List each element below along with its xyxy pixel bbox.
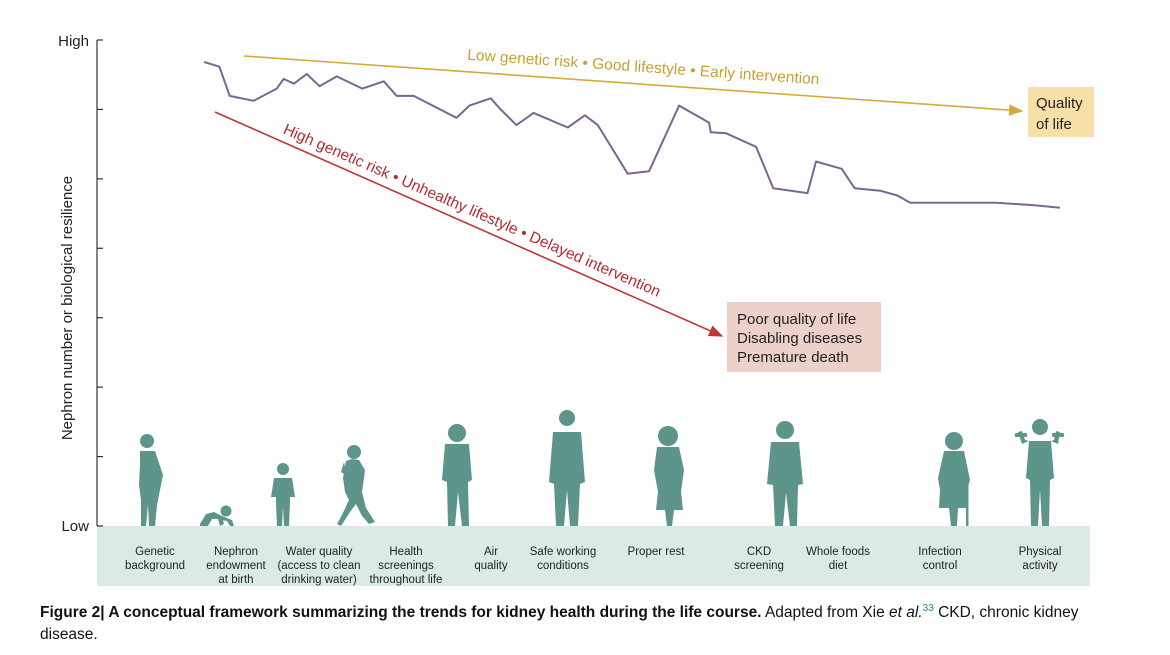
y-axis-ticks	[97, 39, 103, 527]
caption-title: Figure 2| A conceptual framework summari…	[40, 604, 762, 622]
category-label-nephron: at birth	[218, 574, 253, 586]
category-label-genetic: Genetic	[135, 546, 175, 558]
y-axis-high-label: High	[58, 33, 89, 50]
adult-man-icon	[767, 421, 803, 526]
y-axis-label: Nephron number or biological resilience	[59, 176, 76, 440]
category-label-working: Safe working	[530, 546, 596, 558]
poor-outcome-line-3: Premature death	[737, 349, 849, 366]
man-standing-icon	[549, 410, 585, 526]
bad-path-arrow	[214, 111, 724, 337]
category-label-diet: Whole foods	[806, 546, 870, 558]
elderly-woman-with-cane-icon	[938, 432, 970, 526]
good-path-arrow	[243, 55, 1024, 116]
caption-reference[interactable]: 33	[922, 603, 934, 614]
bad-path-label: High genetic risk • Unhealthy lifestyle …	[281, 121, 663, 301]
category-label-screenings: throughout life	[370, 574, 443, 586]
poor-outcome-line-2: Disabling diseases	[737, 330, 862, 347]
y-axis-low-label: Low	[61, 518, 89, 535]
good-path-label: Low genetic risk • Good lifestyle • Earl…	[467, 47, 820, 89]
category-label-infection: Infection	[918, 546, 961, 558]
category-label-ckd: screening	[734, 560, 784, 572]
category-label-screenings: Health	[389, 546, 422, 558]
poor-outcome-box	[727, 302, 881, 372]
caption-source: Adapted from Xie	[761, 604, 890, 622]
figure-caption: Figure 2| A conceptual framework summari…	[40, 598, 1130, 646]
quality-of-life-box	[1028, 87, 1094, 137]
quality-of-life-line-1: Quality	[1036, 95, 1083, 112]
category-label-air: quality	[474, 560, 507, 572]
crawling-baby-icon	[200, 505, 234, 526]
teen-icon	[442, 424, 472, 526]
walking-girl-icon	[337, 445, 375, 526]
quality-of-life-line-2: of life	[1036, 116, 1072, 133]
category-label-infection: control	[923, 560, 958, 572]
category-label-activity: activity	[1022, 560, 1057, 572]
category-label-diet: diet	[829, 560, 848, 572]
caption-et-al: et al.	[889, 604, 923, 622]
category-label-ckd: CKD	[747, 546, 771, 558]
ground-band	[97, 526, 1090, 586]
category-label-rest: Proper rest	[628, 546, 686, 558]
category-label-activity: Physical	[1019, 546, 1062, 558]
poor-outcome-line-1: Poor quality of life	[737, 311, 856, 328]
woman-standing-icon	[654, 426, 684, 526]
category-label-water: (access to clean	[277, 560, 360, 572]
child-icon	[271, 463, 295, 526]
category-label-nephron: endowment	[206, 560, 266, 572]
category-label-air: Air	[484, 546, 498, 558]
category-labels: Genetic background Nephron endowment at birt…	[125, 546, 1061, 586]
pregnant-woman-icon	[139, 434, 163, 526]
category-label-screenings: screenings	[378, 560, 434, 572]
resilience-trace-line	[203, 60, 1061, 209]
category-label-water: drinking water)	[281, 574, 357, 586]
category-label-nephron: Nephron	[214, 546, 258, 558]
life-course-figures	[139, 410, 1064, 526]
weightlifting-man-icon	[1015, 419, 1064, 526]
life-course-diagram: High Low Nephron number or biological re…	[58, 33, 1094, 586]
category-label-water: Water quality	[286, 546, 353, 558]
caption-abbreviation: CKD, chronic kidney disease.	[40, 604, 1079, 644]
category-label-genetic: background	[125, 560, 185, 572]
category-label-working: conditions	[537, 560, 589, 572]
